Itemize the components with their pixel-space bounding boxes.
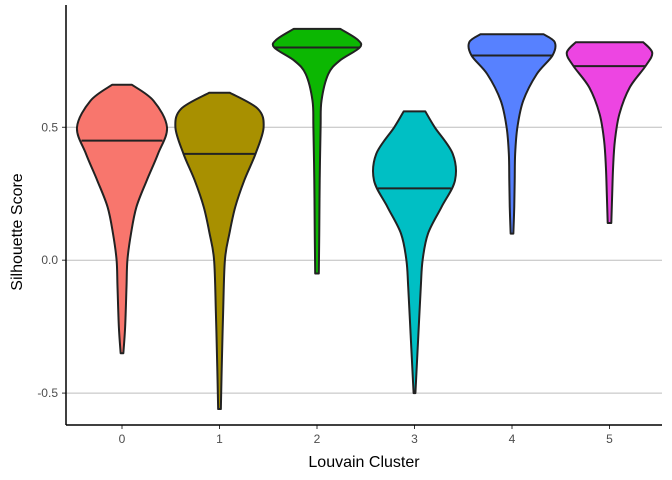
violin-1: [174, 91, 265, 411]
violin-0: [75, 83, 169, 355]
gridlines: [66, 126, 662, 394]
x-tick-label: 0: [119, 432, 126, 446]
x-tick-label: 1: [216, 432, 223, 446]
x-tick-label: 4: [509, 432, 516, 446]
x-axis-title: Louvain Cluster: [308, 454, 420, 471]
x-tick-label: 3: [411, 432, 418, 446]
x-tick-label: 2: [314, 432, 321, 446]
y-tick-label: -0.5: [37, 386, 58, 400]
y-tick-label: 0.5: [41, 120, 58, 134]
y-tick-label: 0.0: [41, 253, 58, 267]
violin-2: [271, 27, 363, 275]
violin-4: [467, 33, 557, 235]
violin-3: [372, 110, 458, 395]
tick-labels: -0.5 0.0 0.5 0 1 2 3 4 5: [37, 120, 613, 446]
axes: [62, 5, 662, 429]
violins: [75, 27, 654, 411]
x-tick-label: 5: [606, 432, 613, 446]
y-axis-title: Silhouette Score: [9, 173, 26, 291]
violin-5: [565, 41, 654, 224]
